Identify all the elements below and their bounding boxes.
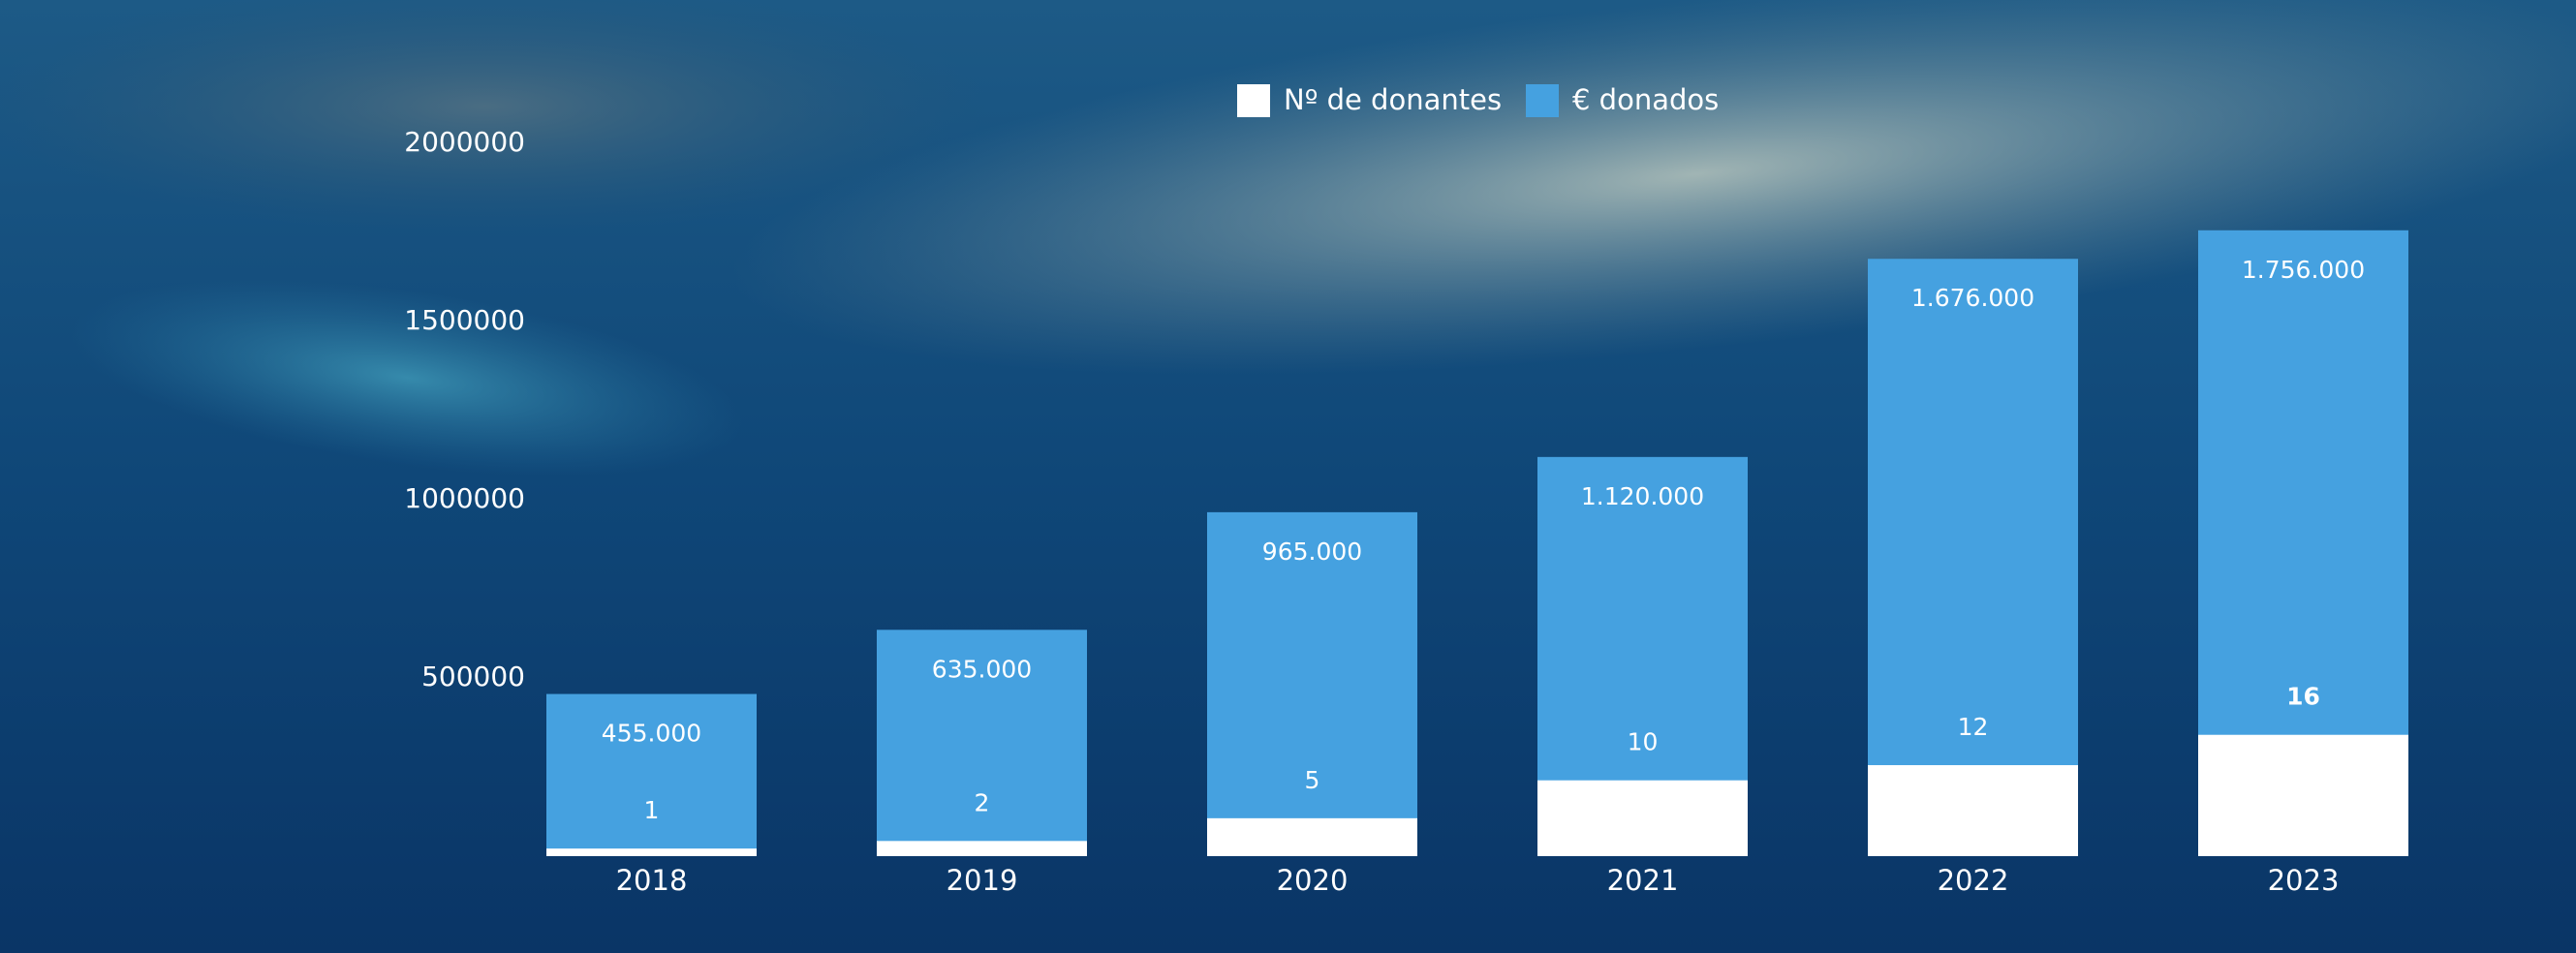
bar <box>546 693 757 856</box>
x-tick-label: 2022 <box>1938 864 2009 897</box>
x-tick-label: 2020 <box>1277 864 1349 897</box>
value-label: 1.120.000 <box>1581 482 1704 510</box>
value-label: 1.756.000 <box>2242 256 2365 284</box>
y-tick-label: 500000 <box>421 661 525 692</box>
bar <box>877 630 1087 856</box>
bar <box>1207 817 1417 856</box>
background-dolphin <box>731 0 2576 376</box>
y-tick-label: 2000000 <box>404 126 525 158</box>
x-tick-label: 2023 <box>2268 864 2340 897</box>
legend-label: Nº de donantes <box>1284 83 1502 116</box>
value-label: 455.000 <box>602 720 701 748</box>
bar <box>2198 734 2408 856</box>
value-label: 1 <box>644 796 660 824</box>
legend-swatch <box>1526 84 1559 117</box>
background-dolphin <box>71 279 743 476</box>
x-tick-label: 2021 <box>1607 864 1679 897</box>
background-dolphin <box>0 0 988 232</box>
value-label: 10 <box>1628 728 1659 756</box>
bar <box>1868 765 2078 856</box>
bar <box>1868 259 2078 856</box>
plot-area: 500000 1000000 1500000 2000000 Nº de donante… <box>404 83 2408 897</box>
value-label: 2 <box>975 788 990 816</box>
value-label: 16 <box>2286 683 2320 711</box>
bar <box>1207 511 1417 856</box>
value-label: 1.676.000 <box>1911 284 2034 312</box>
value-label: 12 <box>1958 713 1989 741</box>
x-tick-label: 2018 <box>616 864 688 897</box>
value-label: 5 <box>1305 766 1320 794</box>
bar <box>1537 780 1748 856</box>
legend-label: € donados <box>1572 83 1719 116</box>
y-tick-label: 1500000 <box>404 304 525 336</box>
bar <box>546 848 757 856</box>
bar <box>877 841 1087 856</box>
legend-swatch <box>1237 84 1270 117</box>
x-tick-label: 2019 <box>947 864 1018 897</box>
value-label: 635.000 <box>932 655 1032 683</box>
value-label: 965.000 <box>1262 538 1362 566</box>
y-tick-label: 1000000 <box>404 482 525 514</box>
